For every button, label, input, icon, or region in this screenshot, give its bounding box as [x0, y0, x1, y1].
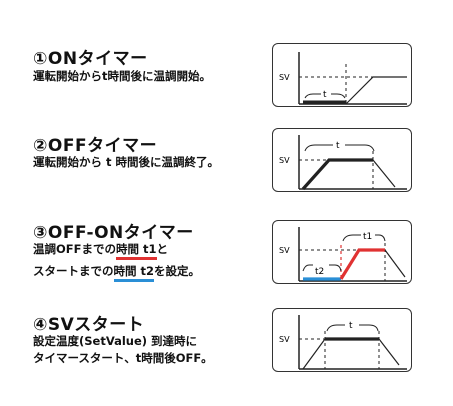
section-1-title: ①ONタイマー [33, 49, 148, 69]
sv-start-diagram: SV t [272, 308, 412, 372]
section-3-description-line2: スタートまでの時間 t2を設定。 [33, 263, 201, 282]
on-timer-diagram: SV t [272, 43, 412, 107]
off-timer-diagram: SV t [272, 128, 412, 192]
t-bracket [304, 93, 346, 99]
cooldown-curve [378, 338, 400, 366]
t1-label: t1 [363, 232, 372, 242]
sv-label: SV [279, 335, 290, 344]
section-3-title: ③OFF-ONタイマー [33, 223, 194, 243]
t-label: t [323, 90, 327, 100]
cooldown-curve [384, 249, 406, 278]
desc-text: と [156, 242, 169, 256]
t-bracket [304, 144, 375, 152]
heatup-curve [302, 338, 326, 370]
t1-underlined: 時間 t1 [116, 242, 157, 260]
t2-label: t2 [315, 267, 324, 277]
t1-bracket [342, 234, 386, 242]
desc-text: スタートまでの [33, 264, 114, 278]
desc-text: を設定。 [154, 264, 201, 278]
sv-label: SV [279, 156, 290, 165]
sv-label: SV [279, 246, 290, 255]
section-2-description: 運転開始から t 時間後に温調終了。 [33, 155, 220, 169]
section-2-title: ②OFFタイマー [33, 136, 158, 156]
t-label: t [349, 321, 353, 331]
desc-text: 温調OFFまでの [33, 242, 116, 256]
t-label: t [336, 141, 340, 151]
timer-curve [301, 158, 373, 191]
section-1-description: 運転開始からt時間後に温調開始。 [33, 69, 211, 83]
section-3-description-line1: 温調OFFまでの時間 t1と [33, 241, 169, 260]
off-on-timer-diagram: SV t1 t2 [272, 220, 412, 284]
t-bracket [326, 324, 379, 332]
section-4-title: ④SVスタート [33, 315, 145, 335]
section-4-description-line1: 設定温度(SetValue) 到達時に [33, 334, 198, 348]
t1-curve [339, 248, 385, 280]
section-4-description-line2: タイマースタート、t時間後OFF。 [33, 351, 213, 365]
cooldown-curve [372, 159, 396, 188]
temperature-curve [345, 76, 407, 105]
t2-underlined: 時間 t2 [113, 264, 155, 282]
t2-bracket [302, 264, 342, 272]
sv-label: SV [279, 73, 290, 82]
